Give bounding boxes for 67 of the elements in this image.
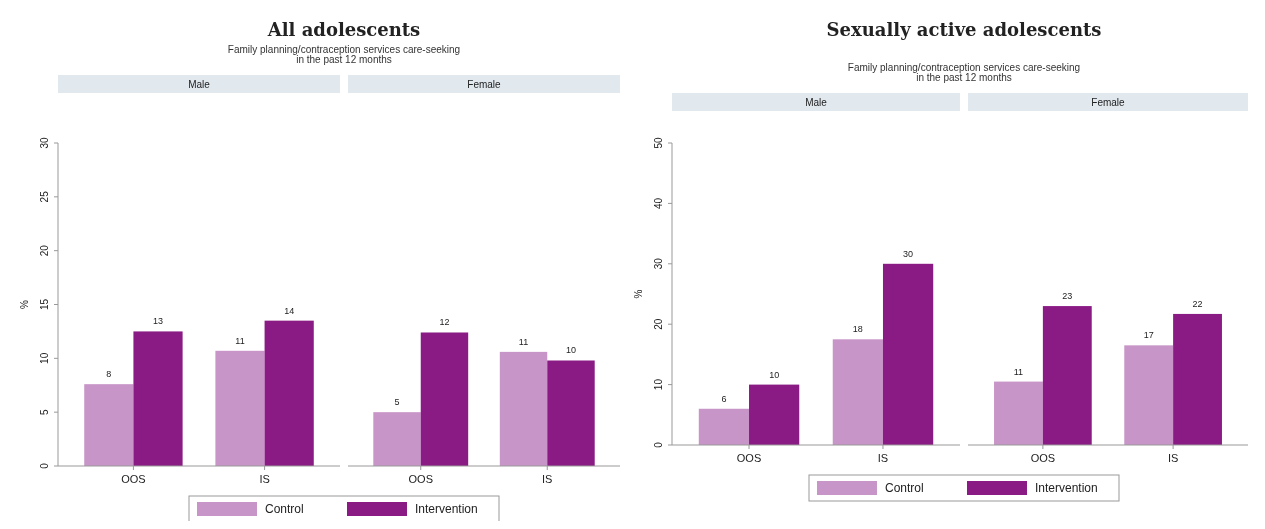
y-tick-label: 10 [39, 352, 50, 364]
data-label: 11 [1013, 366, 1024, 377]
chart-title: Male [805, 97, 828, 108]
legend-label: Control [265, 502, 304, 516]
y-tick-label: 50 [653, 137, 664, 149]
x-tick-label: OOS [121, 473, 146, 485]
data-label: 18 [852, 324, 863, 335]
y-tick-label: 15 [39, 298, 50, 311]
y-axis-title: % [19, 299, 30, 309]
y-tick-label: 40 [653, 197, 664, 209]
data-label: 30 [903, 248, 914, 259]
y-tick-label: 0 [653, 441, 664, 448]
x-tick-label: IS [877, 452, 889, 464]
bar [994, 381, 1043, 445]
y-tick-label: 10 [653, 378, 664, 391]
bar [373, 412, 421, 466]
data-label: 6 [721, 393, 727, 404]
y-tick-label: 20 [39, 244, 50, 257]
bar [133, 331, 183, 466]
x-tick-label: IS [1167, 452, 1179, 464]
x-tick-label: OOS [736, 452, 762, 464]
bar [84, 384, 134, 466]
text: Family planning/contraception services care-seeking in the past 12 months [847, 62, 1081, 83]
data-label: 17 [1143, 330, 1154, 341]
bar [547, 360, 595, 466]
y-tick-label: 20 [653, 318, 664, 330]
bar [215, 350, 265, 466]
y-tick-label: 30 [653, 257, 664, 270]
bar [420, 332, 469, 466]
y-axis-title: % [633, 289, 644, 299]
y-tick-label: 5 [39, 408, 50, 415]
data-label: 14 [284, 305, 295, 316]
text: Family planning/contraception services care-seeking in the past 12 months [227, 44, 461, 65]
data-label: 11 [235, 335, 245, 346]
chart-title: Female [467, 79, 502, 90]
data-label: 12 [439, 317, 450, 328]
bar [264, 320, 314, 466]
bar [882, 263, 934, 445]
text: Sexually active adolescents [826, 19, 1102, 40]
bar [698, 408, 750, 445]
y-tick-label: 0 [39, 462, 50, 469]
legend-label: Control [885, 481, 924, 495]
bar [1124, 345, 1174, 445]
bar [1173, 313, 1222, 445]
y-tick-label: 30 [39, 137, 50, 149]
x-tick-label: IS [542, 473, 553, 485]
data-label: 13 [153, 316, 164, 327]
x-tick-label: IS [259, 473, 270, 485]
data-label: 10 [769, 369, 780, 380]
legend-label: Intervention [415, 502, 478, 516]
data-label: 8 [106, 369, 112, 380]
y-tick-label: 25 [39, 190, 50, 203]
text: All adolescents [266, 19, 421, 40]
data-label: 23 [1062, 291, 1073, 302]
bar [499, 351, 548, 466]
data-label: 5 [394, 397, 400, 408]
chart-title: Male [188, 79, 211, 90]
bar [749, 384, 800, 445]
legend-label: Intervention [1035, 481, 1098, 495]
chart-title: Female [1091, 97, 1126, 108]
bar [832, 339, 883, 445]
data-label: 10 [565, 345, 576, 356]
bar [1042, 306, 1092, 445]
data-label: 11 [518, 336, 529, 347]
data-label: 22 [1192, 298, 1203, 309]
x-tick-label: OOS [1030, 452, 1056, 464]
x-tick-label: OOS [408, 473, 433, 485]
